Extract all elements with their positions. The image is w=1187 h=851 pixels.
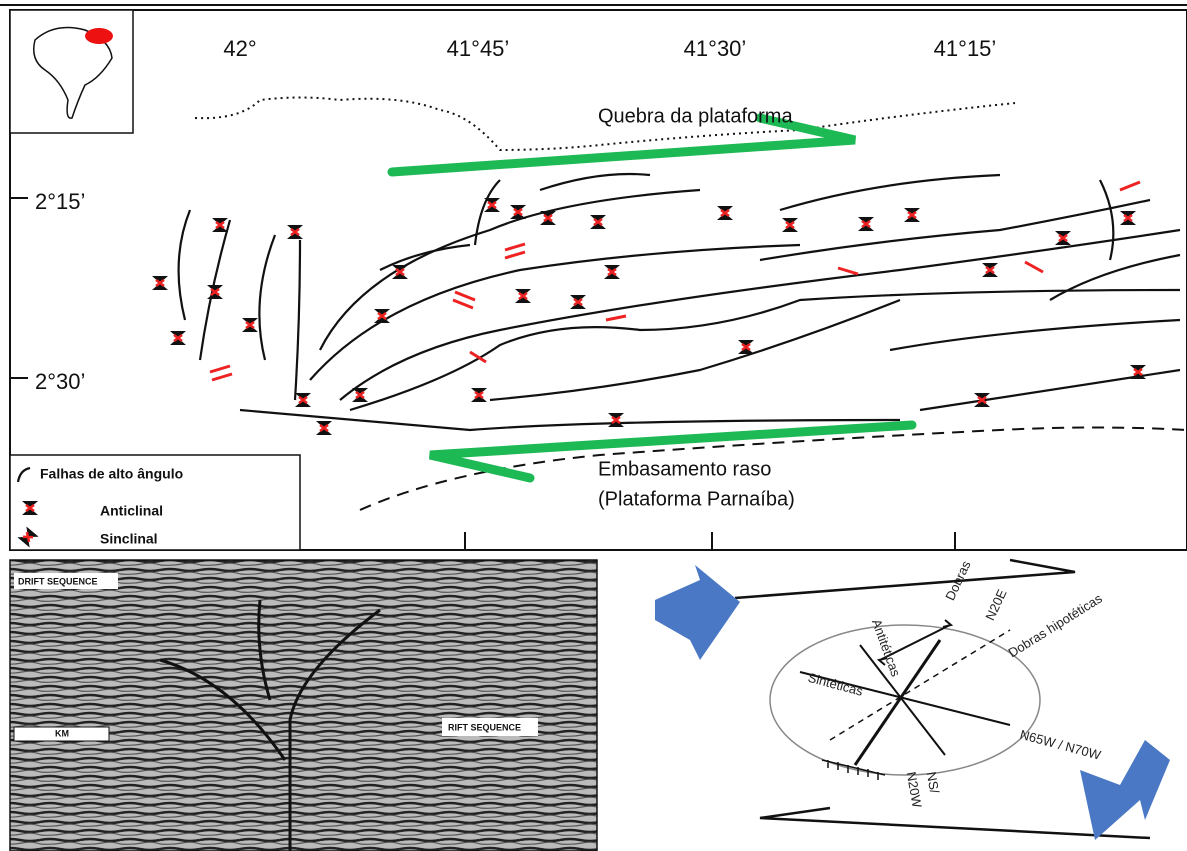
seismic-image [10, 560, 597, 851]
lon-label: 42° [223, 36, 256, 61]
ellipse-label: N20E [982, 587, 1009, 623]
lat-label: 2°15’ [35, 189, 85, 214]
ellipse-label: N65W / N70W [1018, 727, 1103, 763]
legend-label: Sinclinal [100, 531, 158, 547]
lon-label: 41°30’ [684, 36, 747, 61]
figure: 42° 41°45’ 41°30’ 41°15’ 2°15’ 2°30’ Que… [0, 0, 1187, 851]
annotation: Embasamento raso [598, 458, 771, 480]
ellipse-label: N20W [904, 771, 925, 810]
ellipse-label: Antitéticas [869, 617, 904, 679]
legend-label: Falhas de alto ângulo [40, 466, 183, 482]
ellipse-label: NS/ [924, 771, 943, 795]
annotation: (Plataforma Parnaíba) [598, 488, 795, 510]
lon-label: 41°45’ [447, 36, 510, 61]
lat-label: 2°30’ [35, 369, 85, 394]
ellipse-lines [800, 620, 1010, 780]
ellipse-label: Dobras hipotéticas [1005, 590, 1105, 660]
annotation: Quebra da plataforma [598, 105, 793, 127]
compression-arrow [655, 565, 740, 660]
seismic-label: KM [55, 728, 69, 738]
ellipse-label: Sintéticas [806, 670, 865, 699]
legend-label: Anticlinal [100, 503, 163, 519]
inset-location [85, 28, 113, 44]
seismic-label: DRIFT SEQUENCE [18, 576, 98, 586]
lon-label: 41°15’ [934, 36, 997, 61]
seismic-label: RIFT SEQUENCE [448, 722, 521, 732]
